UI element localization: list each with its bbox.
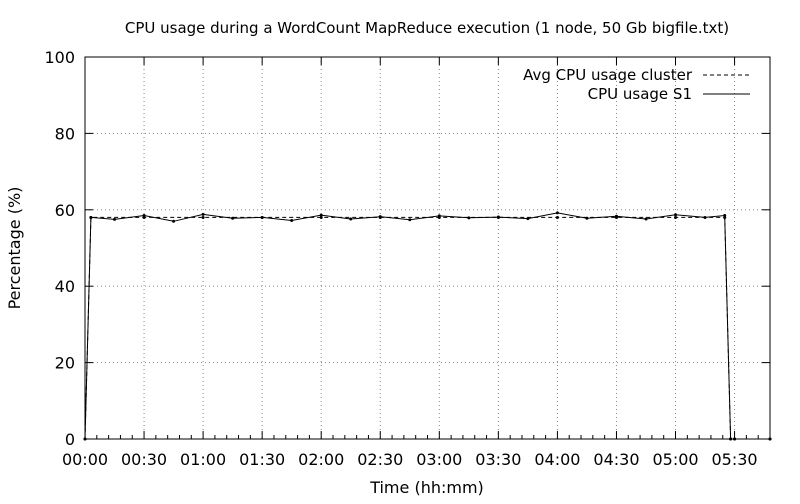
series-2-point [555, 211, 559, 215]
x-tick-label: 03:30 [475, 450, 521, 469]
series-2-point [349, 217, 353, 221]
chart-title: CPU usage during a WordCount MapReduce e… [125, 19, 729, 37]
legend-label-2: CPU usage S1 [588, 85, 692, 103]
x-tick-label: 01:00 [180, 450, 226, 469]
x-tick-label: 02:30 [357, 450, 403, 469]
x-tick-label: 04:00 [534, 450, 580, 469]
x-tick-label: 00:30 [121, 450, 167, 469]
series-2-point [723, 214, 727, 218]
x-axis-label: Time (hh:mm) [369, 478, 484, 497]
y-tick-label: 0 [65, 430, 75, 449]
series-lines [83, 211, 772, 441]
series-1-point [674, 215, 678, 219]
x-tick-label: 01:30 [239, 450, 285, 469]
series-2-point [260, 215, 264, 219]
x-tick-label: 05:00 [652, 450, 698, 469]
series-2-point [674, 213, 678, 217]
series-2-point [585, 216, 589, 220]
series-2-point [644, 217, 648, 221]
series-2-point [703, 215, 707, 219]
y-tick-label: 60 [55, 201, 75, 220]
series-1-point [555, 215, 559, 219]
x-tick-label: 00:00 [62, 450, 108, 469]
axis-ticks: 00:00 00:30 01:00 01:30 02:00 02:30 03:00 03:30… [44, 48, 770, 469]
series-2-point [319, 213, 323, 217]
series-2-point [231, 216, 235, 220]
series-2-point [408, 218, 412, 222]
x-tick-label: 03:00 [416, 450, 462, 469]
series-2-point [113, 217, 117, 221]
series-2-point [89, 215, 93, 219]
series-2-point [437, 214, 441, 218]
series-2-point [496, 215, 500, 219]
series-2-point [467, 216, 471, 220]
y-tick-label: 100 [44, 48, 75, 67]
series-2-point [378, 215, 382, 219]
y-axis-label: Percentage (%) [5, 187, 24, 310]
x-tick-label: 02:00 [298, 450, 344, 469]
series-2-point [201, 212, 205, 216]
series-2-point [526, 217, 530, 221]
series-2-point [172, 219, 176, 223]
x-tick-label: 04:30 [593, 450, 639, 469]
y-tick-label: 20 [55, 354, 75, 373]
series-2-point [614, 214, 618, 218]
series-2-point [142, 214, 146, 218]
series-1-point [319, 215, 323, 219]
y-tick-label: 40 [55, 277, 75, 296]
series-1-point [201, 215, 205, 219]
y-tick-label: 80 [55, 124, 75, 143]
x-tick-label: 05:30 [712, 450, 758, 469]
series-2-point [290, 218, 294, 222]
legend-label-1: Avg CPU usage cluster [523, 66, 693, 84]
